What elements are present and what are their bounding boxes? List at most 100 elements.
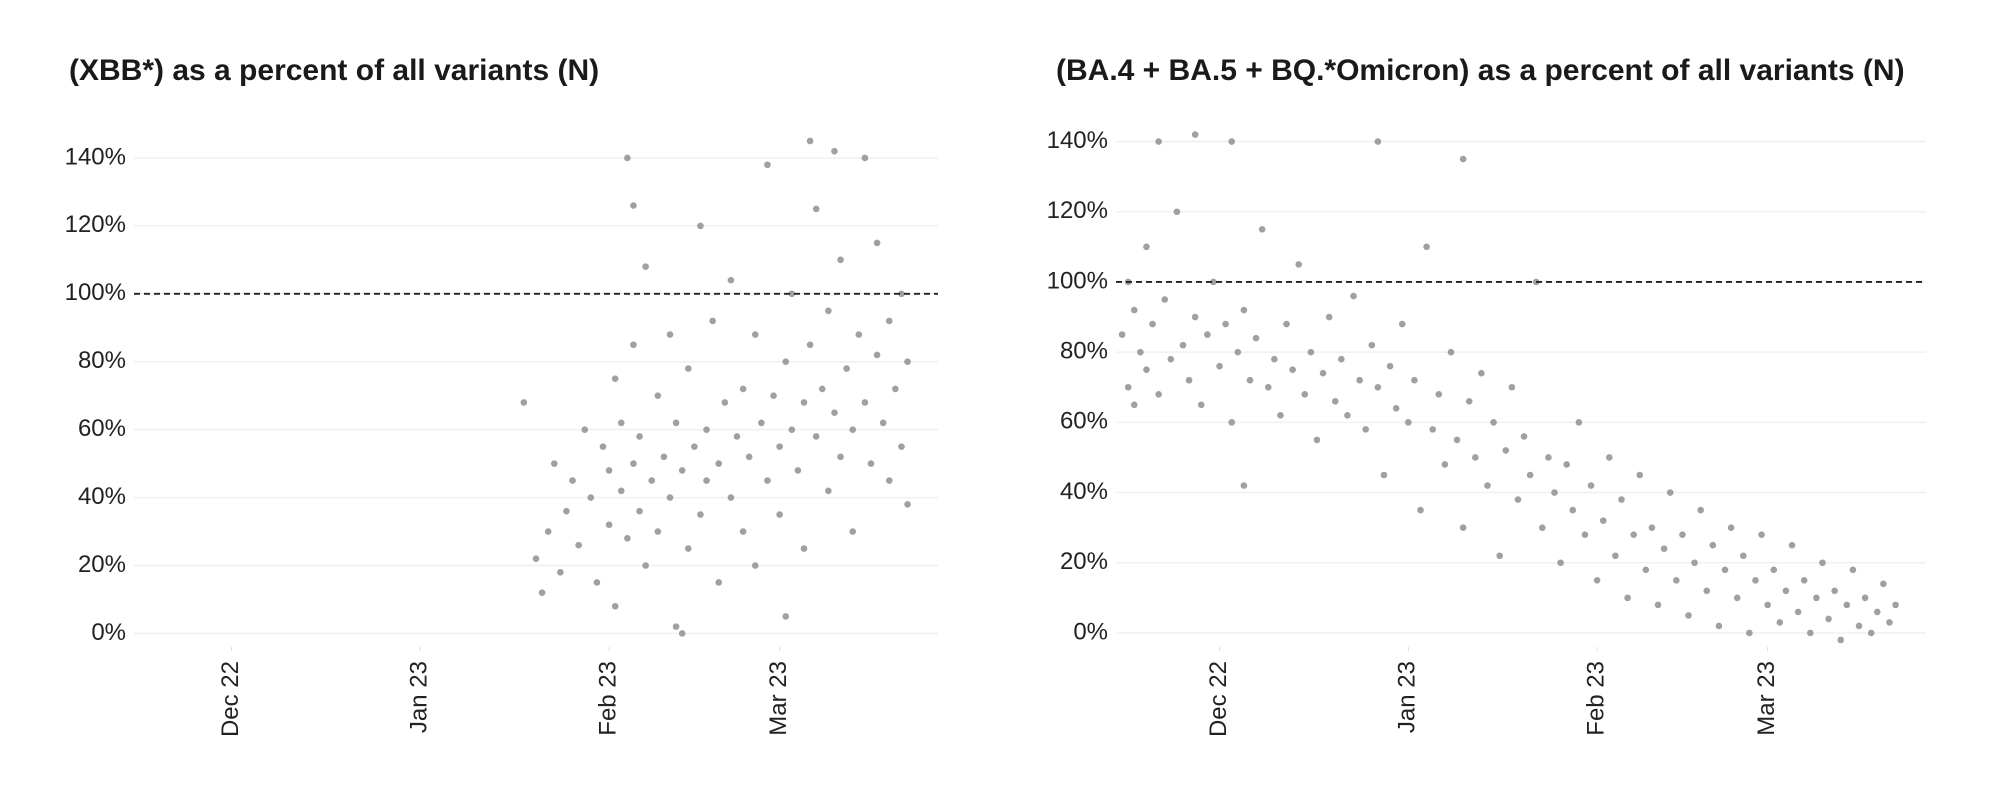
data-point — [764, 161, 771, 169]
data-point — [1319, 369, 1327, 377]
data-point — [1362, 426, 1369, 433]
data-point — [617, 487, 625, 495]
data-point — [1130, 401, 1138, 409]
data-point — [1130, 306, 1138, 314]
data-point — [1155, 390, 1162, 398]
data-point — [1715, 622, 1723, 630]
data-point — [1867, 629, 1875, 637]
data-point — [1721, 566, 1729, 574]
data-point — [1447, 348, 1455, 356]
data-point — [1593, 577, 1601, 584]
data-point — [569, 477, 576, 484]
data-point — [1368, 341, 1376, 349]
data-point — [630, 341, 637, 349]
data-point — [1283, 320, 1290, 328]
x-tick-label: Mar 23 — [1753, 661, 1780, 736]
data-point — [1599, 517, 1607, 524]
y-tick-label: 120% — [65, 211, 126, 238]
data-point — [1508, 383, 1516, 391]
data-point — [1301, 390, 1309, 398]
data-point — [1843, 601, 1851, 609]
data-point — [538, 589, 546, 596]
data-point — [678, 630, 686, 637]
data-point — [1264, 383, 1272, 391]
data-point — [1691, 559, 1698, 567]
data-point — [855, 331, 863, 338]
data-point — [630, 202, 637, 209]
data-point — [1825, 615, 1832, 623]
data-point — [1191, 313, 1199, 321]
data-point — [1210, 278, 1217, 286]
data-point — [678, 467, 686, 474]
data-point — [1216, 362, 1223, 370]
data-point — [1441, 461, 1449, 468]
data-point — [1539, 524, 1546, 531]
y-tick-label: 0% — [1073, 618, 1108, 645]
data-point — [898, 443, 905, 450]
data-point — [782, 358, 790, 366]
data-point — [898, 290, 905, 298]
data-point — [727, 494, 735, 501]
data-point — [739, 528, 747, 535]
data-point — [812, 205, 820, 213]
data-point — [849, 426, 857, 433]
y-tick-label: 40% — [78, 483, 126, 510]
data-point — [1484, 482, 1491, 489]
data-point — [1752, 577, 1759, 584]
data-point — [861, 399, 869, 406]
data-point — [1228, 138, 1236, 145]
data-point — [721, 399, 729, 406]
data-point — [697, 511, 704, 518]
data-point — [1161, 296, 1169, 303]
data-point — [1666, 489, 1674, 496]
data-point — [1581, 531, 1589, 538]
data-point — [1155, 138, 1162, 145]
data-point — [1478, 369, 1485, 377]
data-point — [1240, 482, 1248, 489]
data-point — [1587, 482, 1595, 489]
data-point — [1185, 376, 1193, 384]
data-point — [1758, 531, 1765, 538]
data-point — [849, 528, 857, 535]
data-point — [885, 477, 893, 484]
data-point — [715, 460, 723, 467]
data-point — [617, 419, 625, 427]
data-point — [873, 351, 881, 359]
data-point — [1557, 559, 1564, 567]
data-point — [1313, 436, 1321, 444]
data-point — [1392, 405, 1400, 412]
y-tick-label: 100% — [1047, 267, 1108, 294]
data-point — [599, 443, 607, 450]
y-tick-label: 100% — [65, 279, 126, 306]
data-point — [1892, 601, 1899, 609]
data-point — [1788, 541, 1796, 549]
data-point — [1417, 506, 1424, 514]
data-point — [825, 307, 832, 315]
data-point — [1405, 419, 1412, 426]
data-point — [758, 419, 765, 427]
data-point — [1642, 566, 1650, 574]
data-point — [727, 276, 735, 284]
data-point — [691, 443, 698, 450]
data-point — [1624, 594, 1631, 602]
data-point — [885, 317, 893, 325]
data-point — [684, 545, 692, 552]
data-point — [837, 256, 844, 264]
data-point — [1374, 138, 1382, 145]
data-point — [575, 541, 582, 549]
data-point — [1179, 341, 1187, 349]
data-point — [1514, 496, 1522, 503]
data-point — [1630, 531, 1637, 538]
data-point — [800, 545, 808, 552]
data-point — [1569, 506, 1577, 514]
y-tick-label: 0% — [91, 619, 126, 646]
data-point — [1459, 155, 1467, 163]
data-point — [636, 507, 643, 515]
data-point — [751, 331, 759, 338]
data-point — [1776, 619, 1784, 626]
data-point — [587, 494, 595, 501]
data-point — [788, 426, 796, 433]
data-point — [770, 392, 777, 399]
data-point — [843, 365, 850, 372]
